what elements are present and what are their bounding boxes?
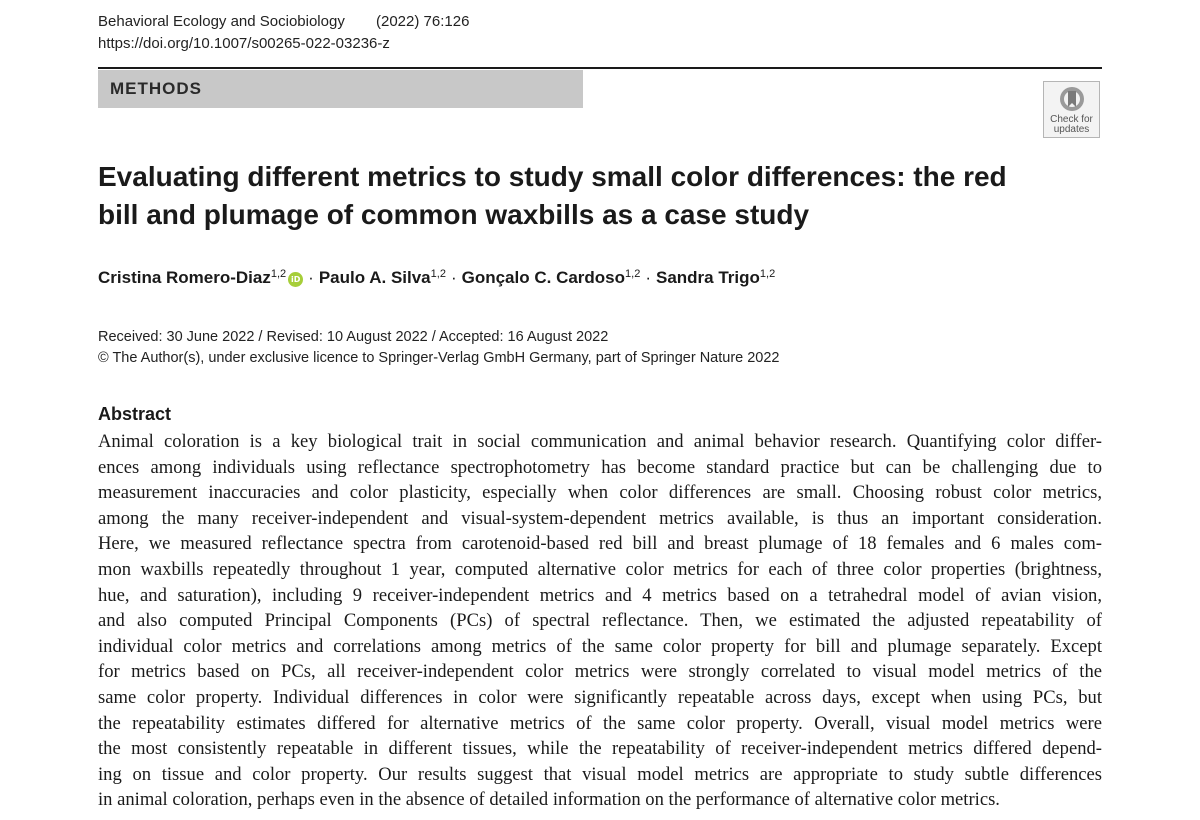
title-line-2: bill and plumage of common waxbills as a… <box>98 199 810 230</box>
doi-link[interactable]: https://doi.org/10.1007/s00265-022-03236… <box>98 35 390 52</box>
author-list: Cristina Romero-Diaz1,2 iD · Paulo A. Silva… <box>98 266 775 290</box>
abstract-line: mon waxbills repeatedly throughout 1 yea… <box>98 558 1102 580</box>
author-separator: · <box>308 268 314 287</box>
abstract-line: in animal coloration, perhaps even in th… <box>98 789 1000 811</box>
abstract-line: and also computed Principal Components (… <box>98 610 1102 632</box>
section-label: METHODS <box>110 79 202 98</box>
abstract-line: ing on tissue and color property. Our re… <box>98 763 1102 785</box>
abstract-line: Animal coloration is a key biological tr… <box>98 431 1102 452</box>
author-name[interactable]: Paulo A. Silva <box>318 268 431 287</box>
abstract-line: the repeatability estimates differed for… <box>98 712 1102 734</box>
bookmark-ring-icon <box>1060 87 1084 111</box>
abstract-line: the most consistently repeatable in diff… <box>98 738 1102 760</box>
author-affiliation: 1,2 <box>759 268 776 280</box>
abstract-heading: Abstract <box>98 404 172 424</box>
author-affiliation: 1,2 <box>430 268 446 280</box>
author-affiliation: 1,2 <box>270 268 287 280</box>
journal-name: Behavioral Ecology and Sociobiology <box>98 13 345 30</box>
author-name[interactable]: Cristina Romero-Diaz <box>98 268 271 287</box>
check-for-updates-button[interactable]: Check for updates <box>1043 81 1100 138</box>
abstract-line: measurement inaccuracies and color plast… <box>98 482 1102 504</box>
abstract-line: Here, we measured reflectance spectra fr… <box>98 533 1102 555</box>
abstract-line: individual color metrics and correlation… <box>98 635 1102 657</box>
received-dates: Received: 30 June 2022 / Revised: 10 Aug… <box>98 329 609 345</box>
header-rule <box>98 67 1102 69</box>
title-line-1: Evaluating different metrics to study sm… <box>98 161 1007 192</box>
check-updates-line1: Check for <box>1050 114 1093 125</box>
author-separator: · <box>645 268 651 287</box>
copyright-notice: © The Author(s), under exclusive licence… <box>98 350 780 366</box>
author-name[interactable]: Sandra Trigo <box>656 268 760 287</box>
check-updates-line2: updates <box>1053 124 1090 135</box>
citation: (2022) 76:126 <box>376 13 470 30</box>
abstract-line: hue, and saturation), including 9 receiv… <box>98 584 1102 606</box>
journal-header: Behavioral Ecology and Sociobiology (2022… <box>98 11 469 55</box>
abstract-line: among the many receiver-independent and … <box>98 507 1102 529</box>
abstract-body: Animal coloration is a key biological tr… <box>98 429 1102 813</box>
check-updates-label: Check for updates <box>1044 115 1099 135</box>
abstract-line: for metrics based on PCs, all receiver-i… <box>98 661 1102 683</box>
orcid-icon[interactable]: iD <box>288 272 304 287</box>
author-separator: · <box>450 268 457 287</box>
author-affiliation: 1,2 <box>625 268 641 280</box>
abstract-line: same color property. Individual differen… <box>98 686 1102 708</box>
author-name[interactable]: Gonçalo C. Cardoso <box>461 268 626 287</box>
section-label-bar: METHODS <box>98 70 583 108</box>
article-history: Received: 30 June 2022 / Revised: 10 Aug… <box>98 327 780 369</box>
article-title: Evaluating different metrics to study sm… <box>98 158 1018 234</box>
abstract-line: ences among individuals using reflectanc… <box>98 456 1102 478</box>
